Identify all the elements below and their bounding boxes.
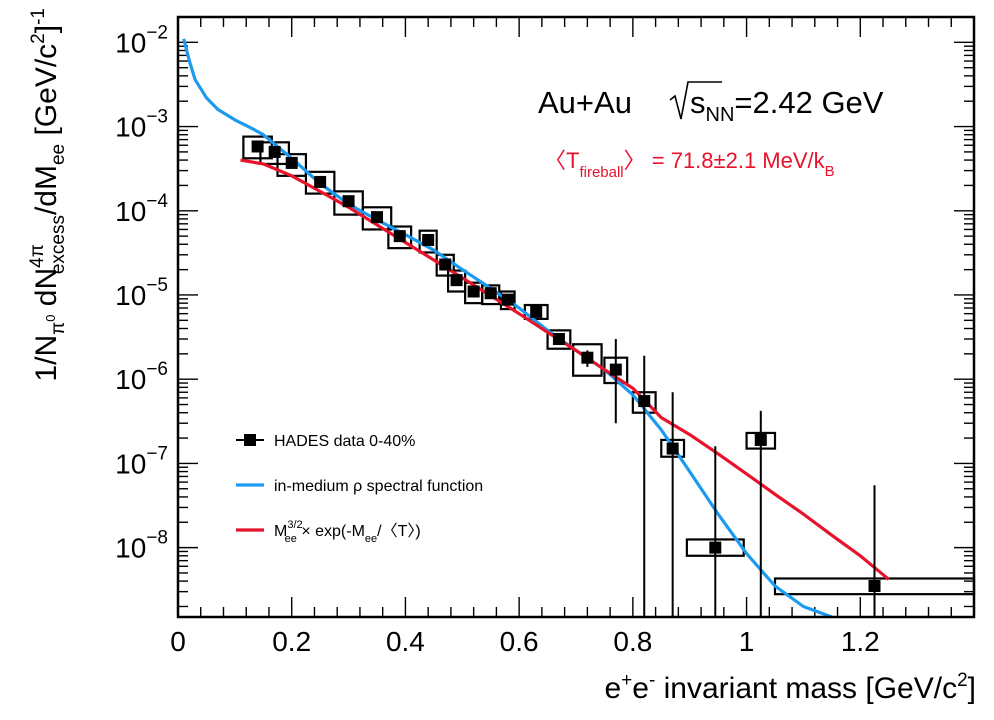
annotation-temperature: 〈Tfireball〉 = 71.8±2.1 MeV/kB: [544, 148, 835, 181]
data-point: [754, 433, 767, 446]
data-point: [251, 140, 264, 153]
y-axis-label: 1/Nπ0 dN4πexcess/dMee [GeV/c2]-1: [27, 8, 69, 382]
data-point: [467, 285, 480, 298]
data-point: [868, 580, 881, 593]
x-tick-label: 1.2: [841, 626, 880, 657]
x-tick-label: 0.4: [386, 626, 425, 657]
legend-label: HADES data 0-40%: [274, 433, 415, 450]
data-point: [393, 230, 406, 243]
y-tick-label: 10−5: [115, 275, 168, 311]
data-point: [314, 175, 327, 188]
y-tick-label: 10−4: [115, 191, 168, 227]
y-tick-label: 10−3: [115, 107, 168, 143]
systematic-box: [572, 343, 603, 377]
data-point: [552, 333, 565, 346]
systematic-box: [546, 329, 572, 350]
y-tick-label: 10−8: [115, 528, 168, 564]
data-point: [609, 363, 622, 376]
systematic-box: [361, 206, 393, 231]
x-axis-label: e+e- invariant mass [GeV/c2]: [604, 670, 976, 705]
x-tick-label: 1: [739, 626, 755, 657]
sqrt-symbol: [669, 81, 722, 120]
legend-label: M3/2 ee × exp(-Mee/〈T〉): [274, 519, 421, 545]
legend: HADES data 0-40% in-medium ρ spectral fun…: [236, 433, 483, 545]
series-line: [240, 158, 890, 581]
data-point: [422, 233, 435, 246]
data-point: [530, 305, 543, 318]
data-point: [450, 274, 463, 287]
x-tick-label: 0.6: [500, 626, 539, 657]
data-point: [371, 211, 383, 224]
systematic-box: [499, 290, 516, 311]
axis-ticks: 0 0.2 0.4 0.6 0.8 1 1.2 10−8 10−7 10−6 10−5 10−4 10−…: [115, 16, 975, 657]
y-tick-label: 10−7: [115, 443, 168, 479]
data-point: [484, 287, 497, 300]
data-points: [251, 140, 881, 617]
data-point: [666, 442, 679, 455]
y-tick-label: 10−6: [115, 359, 168, 395]
data-point: [501, 293, 514, 306]
annotation-energy: sNN=2.42 GeV: [690, 85, 884, 126]
y-tick-label: 10−2: [115, 22, 168, 58]
plot-frame: [176, 15, 976, 619]
x-tick-label: 0.8: [613, 626, 652, 657]
data-point: [268, 145, 281, 158]
x-tick-label: 0: [170, 626, 186, 657]
systematic-box: [333, 190, 364, 216]
x-tick-label: 0.2: [272, 626, 311, 657]
annotation-system: Au+Au: [538, 85, 632, 120]
data-point: [285, 156, 298, 169]
legend-label: in-medium ρ spectral function: [274, 478, 483, 495]
data-point: [709, 541, 722, 554]
data-point: [439, 258, 452, 271]
data-point: [581, 351, 594, 364]
data-point: [342, 195, 355, 208]
data-point: [638, 395, 651, 408]
legend-marker-square: [244, 434, 256, 446]
